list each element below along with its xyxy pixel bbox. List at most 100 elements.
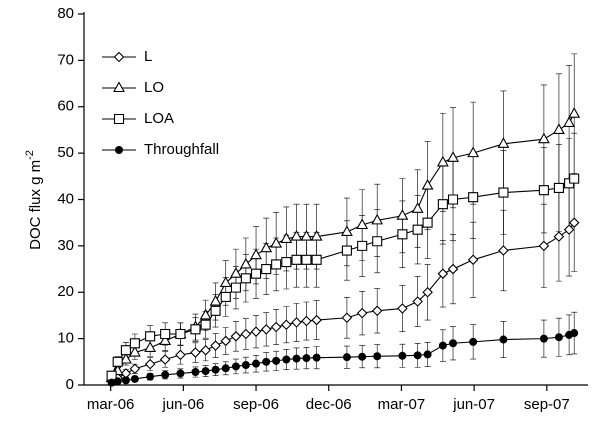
data-point xyxy=(552,123,565,134)
data-point xyxy=(497,137,510,148)
data-point xyxy=(340,225,353,237)
data-point xyxy=(499,335,508,344)
data-point xyxy=(219,276,232,288)
data-point xyxy=(130,374,139,383)
data-point xyxy=(312,353,321,362)
data-point xyxy=(129,363,141,375)
data-point xyxy=(341,245,352,256)
data-point xyxy=(411,202,424,213)
y-tick-label: 0 xyxy=(66,376,74,393)
data-point xyxy=(220,335,232,347)
data-point xyxy=(372,236,383,247)
data-point xyxy=(250,326,262,337)
data-point xyxy=(260,324,272,335)
data-point xyxy=(397,229,408,240)
data-point xyxy=(211,365,220,374)
data-point xyxy=(175,328,186,340)
data-point xyxy=(447,194,459,205)
data-point xyxy=(200,319,211,330)
y-label-text: DOC flux g m xyxy=(27,160,44,250)
data-point xyxy=(260,241,273,253)
series-line xyxy=(111,178,575,376)
data-point xyxy=(302,354,311,363)
data-point xyxy=(280,232,293,243)
data-point xyxy=(261,264,272,275)
data-point xyxy=(371,213,384,225)
data-point xyxy=(240,273,251,284)
data-point xyxy=(270,321,282,333)
legend-label: L xyxy=(144,48,152,65)
data-point xyxy=(113,377,122,386)
data-point xyxy=(240,328,252,340)
data-point xyxy=(270,236,283,248)
data-point xyxy=(201,367,210,376)
x-tick-label: jun-06 xyxy=(161,396,204,413)
data-point xyxy=(119,352,132,364)
y-tick-label: 40 xyxy=(57,190,74,207)
legend-marker xyxy=(113,81,125,93)
data-point xyxy=(281,257,292,268)
series-line xyxy=(111,222,575,382)
data-point xyxy=(144,341,157,352)
data-point xyxy=(176,369,185,378)
data-point xyxy=(221,364,230,373)
data-point xyxy=(412,296,423,307)
data-point xyxy=(121,376,130,385)
y-axis-label: DOC flux g m-2 xyxy=(24,150,44,250)
data-point xyxy=(569,173,580,184)
legend-label: Throughfall xyxy=(144,141,219,158)
data-point xyxy=(568,107,581,118)
data-point xyxy=(301,315,312,327)
data-point xyxy=(467,146,480,158)
data-point xyxy=(229,267,242,278)
data-point xyxy=(144,358,156,370)
data-point xyxy=(356,218,369,230)
y-tick-label: 20 xyxy=(57,283,74,300)
data-point xyxy=(570,329,579,338)
data-point xyxy=(191,368,200,377)
y-tick-label: 10 xyxy=(57,330,74,347)
data-point xyxy=(239,257,252,269)
data-point xyxy=(412,224,423,235)
y-tick-label: 60 xyxy=(57,98,74,115)
x-tick-label: mar-07 xyxy=(378,396,426,413)
data-point xyxy=(161,370,170,379)
data-point xyxy=(241,361,250,370)
data-point xyxy=(209,294,222,306)
data-point xyxy=(210,305,221,316)
data-point xyxy=(342,353,351,362)
data-point xyxy=(250,268,262,279)
data-point xyxy=(252,359,261,368)
data-point xyxy=(413,351,422,360)
data-point xyxy=(291,254,302,265)
data-point xyxy=(145,331,156,342)
legend-label: LO xyxy=(144,79,164,96)
data-point xyxy=(356,307,368,319)
data-point xyxy=(120,345,131,356)
data-point xyxy=(311,254,322,265)
legend-marker xyxy=(115,146,123,154)
data-point xyxy=(422,286,433,298)
data-point xyxy=(282,355,291,364)
data-point xyxy=(129,338,140,349)
data-point xyxy=(230,282,241,293)
data-point xyxy=(437,268,449,279)
data-point xyxy=(281,319,292,330)
data-point xyxy=(310,229,323,241)
data-point xyxy=(190,324,201,335)
data-point xyxy=(200,344,211,356)
data-point xyxy=(421,178,434,190)
data-point xyxy=(468,192,479,203)
data-point xyxy=(128,345,141,357)
data-point xyxy=(160,328,171,340)
data-point xyxy=(498,187,509,198)
data-point xyxy=(553,182,564,193)
data-point xyxy=(291,317,302,328)
x-tick-label: dec-06 xyxy=(306,396,352,413)
series-line xyxy=(111,113,575,379)
data-point xyxy=(231,362,240,371)
data-point xyxy=(175,349,186,361)
data-point xyxy=(437,199,448,210)
data-point xyxy=(563,224,575,235)
